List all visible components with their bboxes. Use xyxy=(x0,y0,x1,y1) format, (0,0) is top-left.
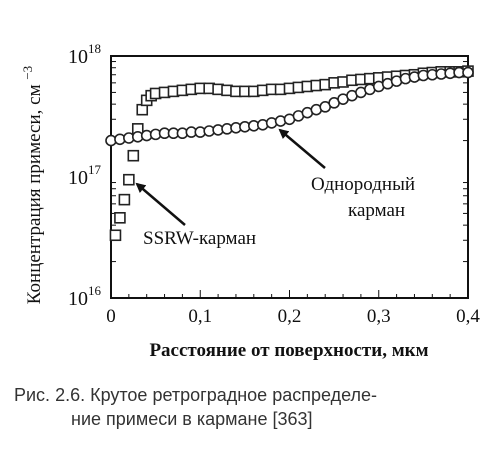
y-axis-title-main: Концентрация примеси, см xyxy=(24,84,45,304)
plot-area-frame xyxy=(110,55,469,299)
x-tick-label: 0,2 xyxy=(278,306,302,327)
data-series xyxy=(105,65,474,242)
x-tick-label: 0,1 xyxy=(188,306,212,327)
y-tick-label-exponent: 18 xyxy=(88,41,101,56)
x-tick-label: 0,3 xyxy=(367,306,391,327)
y-tick-label-base: 10 xyxy=(68,167,88,189)
figure-caption: Рис. 2.6. Крутое ретроградное распределе… xyxy=(14,383,484,431)
y-tick-label-exponent: 17 xyxy=(88,162,102,177)
caption-line-1: Рис. 2.6. Крутое ретроградное распределе… xyxy=(14,385,378,405)
x-tick-labels: 0 0,1 0,2 0,3 0,4 xyxy=(106,306,480,327)
caption-line-2: ние примеси в кармане [363] xyxy=(71,409,313,429)
data-point-square xyxy=(118,193,131,206)
series-ssrw xyxy=(109,65,474,242)
annotation-ssrw-label: SSRW-карман xyxy=(143,228,256,249)
x-axis-title: Расстояние от поверхности, мкм xyxy=(149,340,428,361)
y-tick-label-base: 10 xyxy=(68,288,88,310)
y-tick-label-exponent: 16 xyxy=(88,283,102,298)
y-axis-title-exponent: −3 xyxy=(20,66,35,80)
annotation-ssrw: SSRW-карман xyxy=(135,182,256,249)
x-tick-label: 0,4 xyxy=(456,306,480,327)
annotation-uniform-label-line2: карман xyxy=(348,200,405,221)
data-point-square xyxy=(136,103,149,116)
x-tick-label: 0 xyxy=(106,306,116,327)
annotation-uniform: Однородный карман xyxy=(278,128,415,221)
data-point-square xyxy=(109,229,122,242)
y-tick-label: 1018 xyxy=(68,41,101,68)
annotation-uniform-label-line1: Однородный xyxy=(311,174,415,195)
annotation-ssrw-arrow xyxy=(135,182,186,226)
y-tick-label: 1017 xyxy=(68,162,102,189)
svg-text:Концентрация примеси, см: Концентрация примеси, см −3 xyxy=(20,66,45,304)
data-point-circle xyxy=(462,66,474,79)
data-point-square xyxy=(123,173,135,186)
data-point-square xyxy=(127,149,140,162)
data-point-square xyxy=(114,212,126,224)
y-tick-label-base: 10 xyxy=(68,46,88,68)
series-uniform xyxy=(105,66,474,147)
annotation-uniform-arrow xyxy=(278,128,326,169)
y-axis-title: Концентрация примеси, см −3 xyxy=(20,66,45,304)
y-tick-label: 1016 xyxy=(68,283,102,310)
